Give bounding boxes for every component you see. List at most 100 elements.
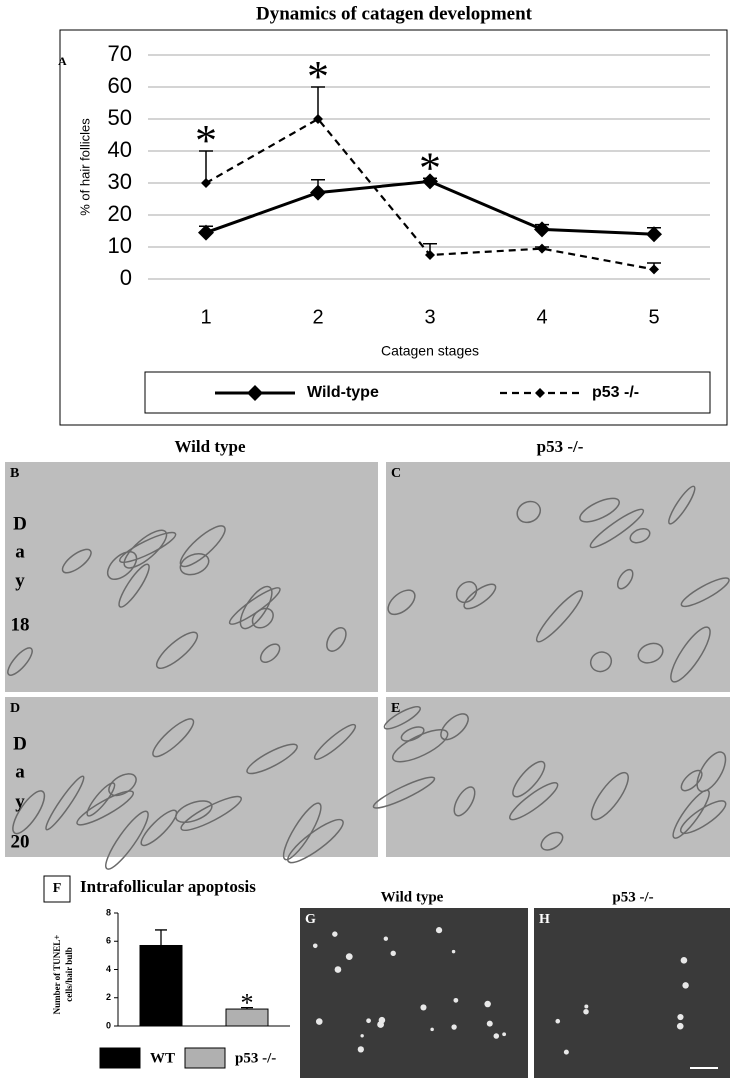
hair-follicle bbox=[259, 643, 281, 663]
hair-follicle bbox=[155, 631, 199, 669]
row-label: y bbox=[15, 791, 25, 812]
hair-follicle bbox=[516, 500, 542, 524]
hair-follicle bbox=[540, 831, 564, 851]
hair-follicle bbox=[512, 760, 546, 798]
fluorescent-spot bbox=[677, 1013, 684, 1021]
hair-follicle bbox=[668, 485, 696, 525]
hair-follicle bbox=[637, 642, 664, 664]
point bbox=[646, 226, 662, 243]
significance-mark: * bbox=[419, 143, 441, 192]
hair-follicle bbox=[313, 723, 357, 761]
y-tick-label: 8 bbox=[106, 907, 111, 917]
x-tick-label: 2 bbox=[312, 306, 323, 328]
point bbox=[425, 250, 435, 260]
y-axis-label: cells/hair bulb bbox=[64, 947, 74, 1002]
y-tick-label: 20 bbox=[108, 201, 132, 226]
hair-follicle bbox=[123, 529, 168, 569]
fluorescent-spot bbox=[453, 997, 459, 1003]
fluorescent-spot bbox=[680, 957, 688, 964]
micrograph bbox=[386, 462, 730, 692]
fluorescent-spot bbox=[315, 1018, 323, 1025]
panel-label: F bbox=[53, 881, 62, 896]
hair-follicle bbox=[326, 626, 347, 652]
panel-label: D bbox=[10, 701, 20, 716]
y-tick-label: 0 bbox=[120, 265, 132, 290]
hair-follicle bbox=[455, 581, 478, 604]
hair-follicle bbox=[12, 790, 46, 835]
legend-label: WT bbox=[150, 1050, 175, 1066]
y-tick-label: 40 bbox=[108, 137, 132, 162]
y-tick-label: 4 bbox=[106, 964, 111, 974]
error-bar bbox=[241, 1006, 253, 1010]
legend-swatch bbox=[99, 1047, 141, 1069]
chart-title: Dynamics of catagen development bbox=[256, 3, 533, 24]
hair-follicle bbox=[680, 577, 730, 608]
hair-follicle bbox=[118, 563, 150, 608]
panel-label: B bbox=[10, 466, 19, 481]
hair-follicle bbox=[86, 782, 116, 817]
row-label: 20 bbox=[11, 831, 30, 852]
micrograph bbox=[386, 697, 730, 857]
y-tick-label: 6 bbox=[106, 936, 111, 946]
fluorescent-spot bbox=[360, 1034, 364, 1038]
hair-follicle bbox=[629, 527, 651, 544]
y-tick-label: 2 bbox=[106, 992, 111, 1002]
hair-follicle bbox=[589, 508, 645, 549]
hair-follicle bbox=[696, 751, 727, 793]
fluorescent-spot bbox=[486, 1020, 493, 1027]
point bbox=[534, 221, 550, 238]
hair-follicle bbox=[246, 743, 298, 775]
fluorescent-spot bbox=[584, 1004, 589, 1009]
panel-label: C bbox=[391, 466, 401, 481]
point bbox=[313, 114, 323, 124]
x-axis-label: Catagen stages bbox=[381, 343, 479, 359]
fluorescent-spot bbox=[377, 1021, 385, 1028]
fluorescent-spot bbox=[676, 1022, 684, 1030]
x-tick-label: 1 bbox=[200, 306, 211, 328]
significance-mark: * bbox=[241, 989, 254, 1018]
column-header: Wild type bbox=[174, 437, 245, 456]
significance-mark: * bbox=[307, 52, 329, 101]
hair-follicle bbox=[76, 790, 135, 826]
hair-follicle bbox=[108, 773, 137, 797]
hair-follicle bbox=[105, 810, 149, 870]
bar bbox=[139, 944, 183, 1027]
y-axis-label: % of hair follicles bbox=[77, 118, 92, 216]
hair-follicle bbox=[61, 548, 92, 574]
legend-label: p53 -/- bbox=[592, 384, 639, 401]
column-header: Wild type bbox=[381, 889, 444, 905]
fluorescent-spot bbox=[493, 1033, 500, 1039]
point bbox=[649, 264, 659, 275]
micrograph bbox=[5, 462, 378, 692]
micrograph bbox=[534, 908, 730, 1078]
point bbox=[198, 224, 214, 241]
y-tick-label: 0 bbox=[106, 1020, 111, 1030]
y-axis-label: Number of TUNEL+ bbox=[52, 935, 62, 1015]
panel-label: A bbox=[58, 54, 67, 68]
hair-follicle bbox=[282, 802, 322, 861]
hair-follicle bbox=[174, 800, 213, 824]
row-label: a bbox=[15, 761, 25, 782]
row-label: y bbox=[15, 570, 25, 591]
fluorescent-spot bbox=[502, 1032, 507, 1037]
fluorescent-spot bbox=[430, 1027, 434, 1032]
fluorescent-spot bbox=[420, 1004, 427, 1011]
column-header: p53 -/- bbox=[612, 889, 653, 905]
hair-follicle bbox=[140, 809, 178, 847]
column-header: p53 -/- bbox=[537, 437, 584, 456]
micrograph bbox=[300, 908, 528, 1078]
fluorescent-spot bbox=[383, 936, 389, 941]
hair-follicle bbox=[535, 590, 584, 643]
legend-label: Wild-type bbox=[307, 384, 379, 401]
chart-title: Intrafollicular apoptosis bbox=[80, 877, 256, 896]
x-tick-label: 4 bbox=[536, 306, 547, 328]
hair-follicle bbox=[152, 718, 195, 758]
hair-follicle bbox=[440, 713, 469, 741]
hair-follicle bbox=[589, 651, 613, 673]
fluorescent-spot bbox=[312, 943, 318, 949]
hair-follicle bbox=[616, 568, 634, 590]
fluorescent-spot bbox=[682, 982, 689, 989]
panel-label: E bbox=[391, 701, 400, 716]
point bbox=[310, 184, 326, 201]
hair-follicle bbox=[179, 552, 210, 576]
